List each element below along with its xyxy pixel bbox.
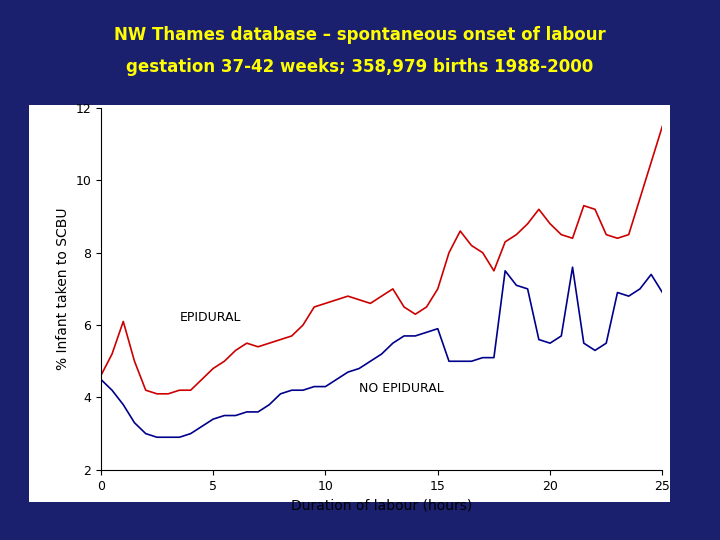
Text: NW Thames database – spontaneous onset of labour: NW Thames database – spontaneous onset o… xyxy=(114,26,606,44)
X-axis label: Duration of labour (hours): Duration of labour (hours) xyxy=(291,498,472,512)
Text: NO EPIDURAL: NO EPIDURAL xyxy=(359,382,444,395)
Text: gestation 37-42 weeks; 358,979 births 1988-2000: gestation 37-42 weeks; 358,979 births 19… xyxy=(127,58,593,77)
Text: EPIDURAL: EPIDURAL xyxy=(179,312,241,325)
Y-axis label: % Infant taken to SCBU: % Infant taken to SCBU xyxy=(55,208,70,370)
